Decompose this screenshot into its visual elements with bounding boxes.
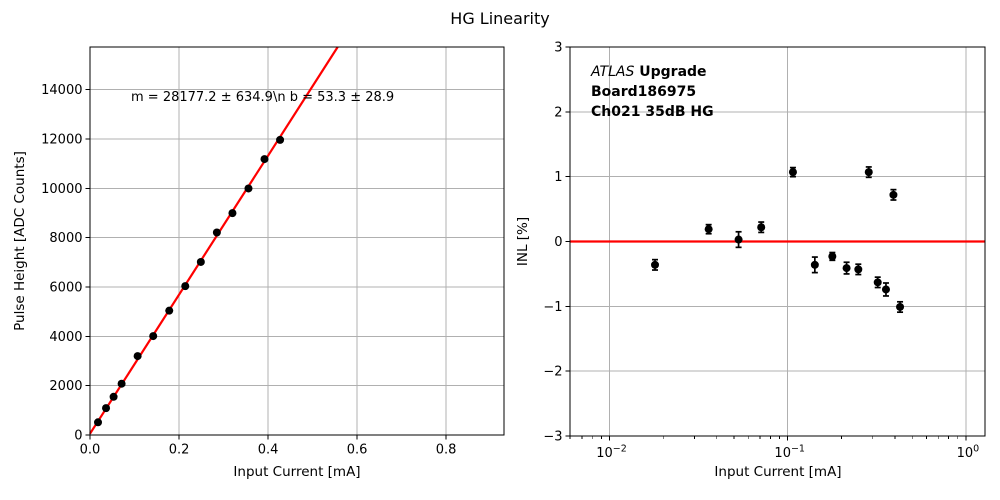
data-point bbox=[94, 418, 103, 427]
y-tick-label: 0 bbox=[74, 429, 82, 444]
data-point bbox=[896, 302, 905, 311]
x-tick-label: 100 bbox=[957, 444, 980, 462]
x-tick-label: 0.8 bbox=[436, 443, 457, 458]
data-point bbox=[109, 392, 118, 401]
x-tick-label: 0.0 bbox=[80, 443, 101, 458]
x-tick-label: 0.2 bbox=[169, 443, 190, 458]
x-tick-label: 0.6 bbox=[347, 443, 368, 458]
fit-line bbox=[89, 46, 339, 435]
atlas-annotation-line: Board186975 bbox=[591, 84, 696, 100]
data-point bbox=[276, 135, 285, 144]
y-tick-label: 1 bbox=[554, 170, 562, 185]
y-tick-label: −3 bbox=[543, 430, 562, 445]
y-axis-label: INL [%] bbox=[515, 217, 531, 266]
axes-box bbox=[89, 46, 505, 436]
y-tick-label: 12000 bbox=[41, 133, 82, 148]
atlas-annotation-line: Ch021 35dB HG bbox=[591, 104, 714, 120]
y-tick-label: −1 bbox=[543, 300, 562, 315]
data-point bbox=[854, 265, 863, 274]
y-axis-label: Pulse Height [ADC Counts] bbox=[12, 151, 28, 331]
data-point bbox=[651, 260, 660, 269]
figure-title: HG Linearity bbox=[450, 9, 550, 28]
data-point bbox=[149, 332, 158, 341]
y-tick-label: 4000 bbox=[49, 330, 82, 345]
data-point bbox=[212, 228, 221, 237]
subplot-pulse-height-linearity: 0.0 0.2 0.4 0.6 0.8 0 2000 4000 6000 8000 10000 120… bbox=[12, 46, 505, 480]
data-point bbox=[165, 306, 174, 315]
data-point bbox=[881, 285, 890, 294]
y-tick-label: −2 bbox=[543, 365, 562, 380]
x-axis-label: Input Current [mA] bbox=[233, 464, 360, 480]
data-point bbox=[196, 257, 205, 266]
data-point bbox=[864, 168, 873, 177]
y-tick-label: 6000 bbox=[49, 281, 82, 296]
data-point bbox=[704, 225, 713, 234]
y-tick-label: 8000 bbox=[49, 231, 82, 246]
y-tick-label: 2000 bbox=[49, 379, 82, 394]
x-axis-label: Input Current [mA] bbox=[714, 464, 841, 480]
y-tick-label: 14000 bbox=[41, 83, 82, 98]
data-point bbox=[810, 260, 819, 269]
data-point bbox=[734, 235, 743, 244]
atlas-annotation-line: ATLAS Upgrade bbox=[590, 64, 707, 80]
data-point bbox=[102, 404, 111, 413]
data-point bbox=[260, 155, 269, 164]
y-tick-label: 3 bbox=[554, 41, 562, 56]
x-tick-label: 10−1 bbox=[774, 444, 805, 462]
data-point bbox=[244, 184, 253, 193]
data-point bbox=[133, 352, 142, 361]
data-point bbox=[788, 168, 797, 177]
fit-annotation: m = 28177.2 ± 634.9\n b = 53.3 ± 28.9 bbox=[131, 90, 394, 105]
data-point bbox=[181, 282, 190, 291]
y-tick-label: 2 bbox=[554, 105, 562, 120]
data-point bbox=[117, 379, 126, 388]
data-point bbox=[842, 264, 851, 273]
y-tick-label: 10000 bbox=[41, 182, 82, 197]
data-point bbox=[228, 209, 237, 218]
y-tick-label: 0 bbox=[554, 235, 562, 250]
subplot-inl: 10−2 10−1 100 −3 −2 −1 0 1 2 3 Input Current [mA] I… bbox=[515, 41, 986, 480]
data-point bbox=[828, 252, 837, 261]
data-point bbox=[873, 278, 882, 287]
x-tick-label: 0.4 bbox=[258, 443, 279, 458]
data-point bbox=[757, 223, 766, 232]
x-tick-label: 10−2 bbox=[596, 444, 627, 462]
data-point bbox=[889, 190, 898, 199]
